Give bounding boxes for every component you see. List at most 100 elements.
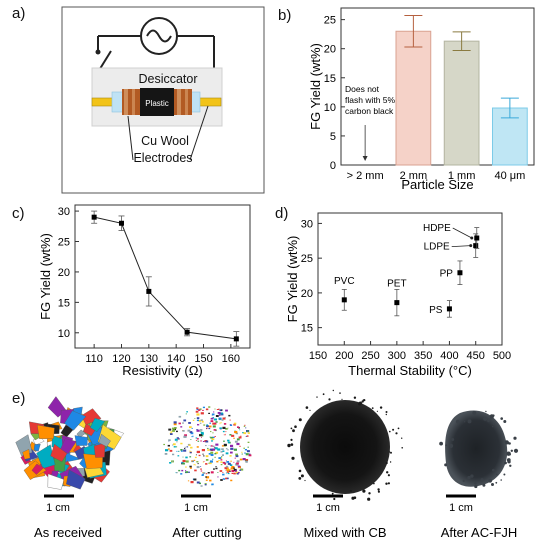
panel-c: c) 10 15 20 25 30 110 120 130 140 150 160 Resistivi… (0, 195, 272, 385)
chip (244, 449, 247, 451)
chip (176, 430, 178, 433)
chip (193, 459, 196, 461)
chip (169, 449, 173, 452)
scale-label-4: 1 cm (449, 502, 473, 514)
chip (189, 426, 192, 429)
chip (223, 433, 226, 435)
chip (215, 406, 219, 409)
speck (371, 407, 374, 409)
chip (190, 435, 193, 437)
y-tick-label: 20 (324, 44, 336, 56)
speck (445, 444, 448, 447)
speck (349, 489, 352, 492)
speck (298, 477, 302, 480)
chip (247, 446, 249, 448)
chip (220, 464, 223, 466)
x-axis-title: Resistivity (Ω) (122, 363, 203, 378)
chip (221, 456, 223, 458)
chip (169, 462, 172, 464)
panel-d: d) 15 20 25 30 150 200 250 300 350 400 450 500 PVC PE… (272, 195, 543, 385)
chip (202, 461, 205, 463)
chip (182, 422, 184, 424)
chip (236, 438, 240, 441)
chip (222, 417, 226, 420)
data-point-2 (446, 306, 452, 312)
chip (172, 453, 175, 456)
chip (242, 458, 246, 461)
chip (188, 471, 190, 473)
x-tick-label: 2 mm (400, 170, 428, 182)
chip (227, 467, 229, 469)
chip (227, 439, 230, 442)
chip (187, 480, 190, 482)
caption-after-ac-fjh: After AC-FJH (441, 525, 518, 540)
chip (186, 446, 189, 448)
flake (89, 417, 106, 432)
chip (189, 431, 193, 433)
point-label: PVC (334, 276, 355, 287)
speck (513, 436, 517, 440)
speck (480, 478, 484, 482)
chip (236, 460, 240, 463)
chip (211, 438, 215, 441)
speck (504, 461, 507, 465)
speck (358, 401, 362, 405)
flake (31, 463, 45, 475)
chip (212, 417, 215, 419)
chip (191, 460, 194, 462)
chip (196, 413, 200, 416)
chip (238, 436, 242, 439)
plot-frame (317, 212, 503, 346)
chip (184, 434, 187, 437)
chip (223, 459, 227, 462)
chip (202, 421, 204, 423)
chip (244, 452, 246, 454)
chip (214, 436, 215, 438)
chip (227, 472, 230, 475)
speck (290, 427, 293, 430)
chip (239, 458, 243, 461)
speck (500, 479, 503, 481)
chip (178, 422, 181, 425)
chip (215, 451, 219, 454)
point-label: PS (429, 305, 443, 316)
chip (207, 461, 209, 463)
speck (490, 415, 494, 419)
speck (455, 419, 460, 424)
speck (376, 410, 378, 412)
speck (508, 442, 511, 445)
chip (233, 461, 235, 463)
y-tick-label: 10 (58, 328, 70, 340)
panel-d-label: d) (275, 205, 289, 222)
chip (225, 477, 228, 480)
chip (196, 481, 200, 484)
chip (180, 473, 183, 475)
chip (242, 432, 245, 434)
speck (395, 432, 398, 435)
chip (202, 473, 204, 475)
x-tick-label: 250 (361, 350, 379, 362)
speck (390, 451, 392, 454)
chip (204, 483, 207, 485)
chip (219, 438, 223, 441)
chip (224, 467, 228, 470)
data-point-4 (473, 243, 479, 249)
chip (217, 412, 221, 414)
chip (210, 436, 213, 439)
data-point-2 (146, 288, 152, 294)
flake (50, 443, 68, 462)
chip (167, 448, 170, 450)
speck (290, 443, 294, 446)
speck (495, 481, 498, 484)
chip (181, 463, 183, 465)
chip (222, 461, 226, 464)
chip (173, 423, 177, 426)
chip (240, 468, 244, 471)
chip (208, 427, 211, 430)
chip (218, 414, 221, 416)
chip (222, 426, 226, 429)
speck (353, 396, 357, 399)
panel-a: a) Plastic Desiccator (0, 0, 270, 195)
chip (220, 413, 223, 415)
chip (188, 422, 191, 424)
